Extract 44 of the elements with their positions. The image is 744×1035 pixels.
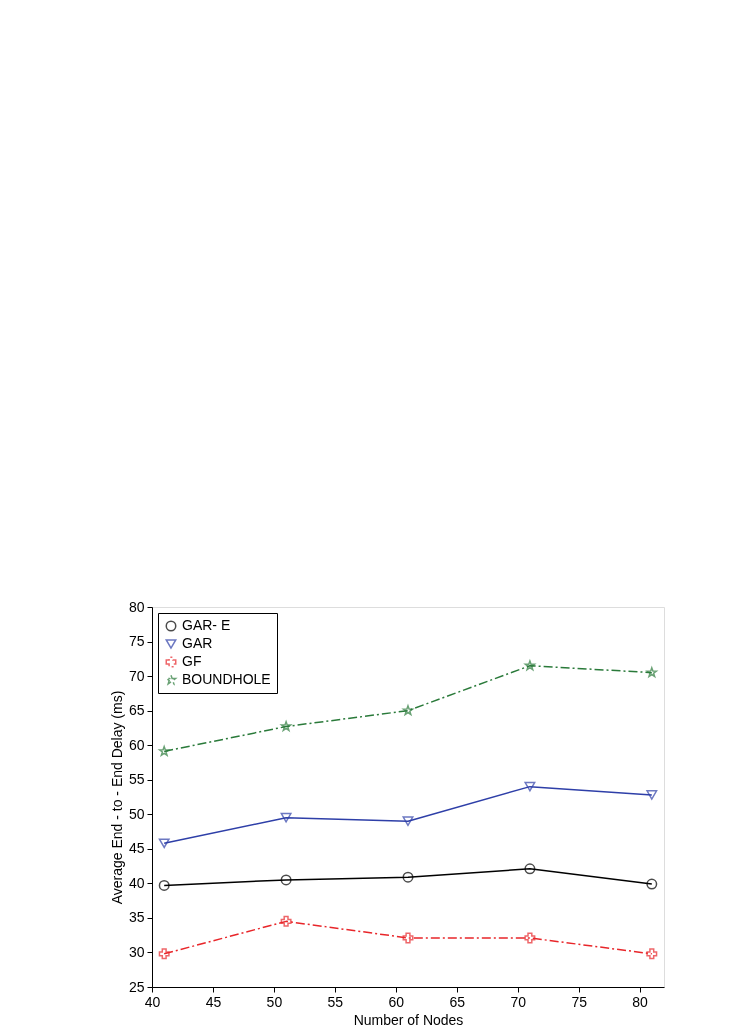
- point: [158, 838, 170, 849]
- y-tick-label: 70: [128, 667, 145, 684]
- legend-label: GAR: [182, 635, 213, 651]
- x-tick-label: 45: [205, 993, 222, 1010]
- point: [646, 790, 658, 800]
- point: [158, 879, 170, 891]
- point: [524, 863, 536, 875]
- x-tick-label: 65: [449, 993, 466, 1010]
- y-tick-label: 80: [128, 598, 145, 615]
- y-tick-label: 40: [128, 874, 145, 891]
- point: [402, 816, 414, 827]
- x-tick-label: 40: [144, 993, 161, 1010]
- point: [524, 781, 536, 792]
- x-tick-label: 50: [266, 993, 283, 1010]
- legend-label: GAR- E: [182, 617, 231, 633]
- x-tick-label: 75: [571, 993, 588, 1010]
- point: [402, 932, 414, 944]
- point: [280, 874, 292, 886]
- point: [158, 948, 170, 960]
- point: [280, 812, 292, 823]
- y-tick-label: 25: [128, 978, 145, 995]
- legend-label: BOUNDHOLE: [182, 671, 271, 687]
- legend-label: GF: [182, 653, 202, 669]
- point: [158, 745, 170, 756]
- point: [524, 660, 536, 671]
- y-tick-label: 75: [128, 633, 145, 650]
- x-axis-title: Number of Nodes: [353, 1011, 464, 1028]
- y-tick-label: 65: [128, 702, 145, 719]
- y-tick-label: 55: [128, 771, 145, 788]
- x-tick-label: 60: [388, 993, 405, 1010]
- y-axis-title: Average End - to - End Delay (ms): [108, 690, 125, 905]
- point: [646, 878, 658, 890]
- x-tick-label: 55: [327, 993, 344, 1010]
- y-tick-label: 30: [128, 943, 145, 960]
- y-tick-label: 45: [128, 840, 145, 857]
- point: [402, 871, 414, 883]
- y-tick-label: 50: [128, 805, 145, 822]
- point: [280, 915, 292, 927]
- x-tick-label: 70: [510, 993, 527, 1010]
- y-tick-label: 60: [128, 736, 145, 753]
- point: [646, 948, 658, 960]
- point: [524, 932, 536, 944]
- x-tick-label: 80: [632, 993, 649, 1010]
- y-tick-label: 35: [128, 909, 145, 926]
